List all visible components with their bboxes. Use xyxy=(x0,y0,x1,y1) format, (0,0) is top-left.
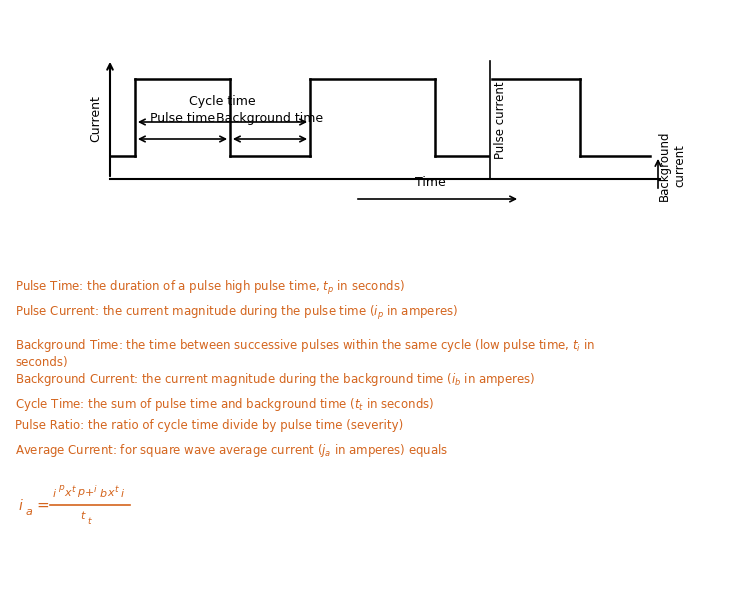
Text: Pulse Time: the duration of a pulse high pulse time, $t_p$ in seconds): Pulse Time: the duration of a pulse high… xyxy=(15,279,405,297)
Text: $t$: $t$ xyxy=(71,482,77,493)
Text: $p$: $p$ xyxy=(58,482,66,493)
Text: Background Current: the current magnitude during the background time ($i_b$ in a: Background Current: the current magnitud… xyxy=(15,371,535,388)
Text: $i$: $i$ xyxy=(93,482,97,493)
Text: Pulse time: Pulse time xyxy=(150,112,215,125)
Text: Pulse Current: the current magnitude during the pulse time ($i_p$ in amperes): Pulse Current: the current magnitude dur… xyxy=(15,304,458,322)
Text: $b$: $b$ xyxy=(99,487,108,499)
Text: Current: Current xyxy=(90,96,103,143)
Text: =: = xyxy=(36,498,49,513)
Text: Background time: Background time xyxy=(216,112,323,125)
Text: Background Time: the time between successive pulses within the same cycle (low p: Background Time: the time between succes… xyxy=(15,337,595,369)
Text: Average Current: for square wave average current ($j_a$ in amperes) equals: Average Current: for square wave average… xyxy=(15,442,449,459)
Text: $p$: $p$ xyxy=(77,487,85,499)
Text: Cycle Time: the sum of pulse time and background time ($t_t$ in seconds): Cycle Time: the sum of pulse time and ba… xyxy=(15,396,434,413)
Text: x: x xyxy=(107,488,114,498)
Text: $i$: $i$ xyxy=(120,487,125,499)
Text: $i$: $i$ xyxy=(52,487,57,499)
Text: $t$: $t$ xyxy=(80,509,87,521)
Text: Cycle time: Cycle time xyxy=(189,95,256,108)
Text: x: x xyxy=(64,488,71,498)
Text: $i$: $i$ xyxy=(18,498,24,513)
Text: +: + xyxy=(85,488,94,498)
Text: Background
current: Background current xyxy=(658,131,686,201)
Text: Pulse current: Pulse current xyxy=(494,81,507,159)
Text: $t$: $t$ xyxy=(87,515,93,526)
Text: Pulse Ratio: the ratio of cycle time divide by pulse time (severity): Pulse Ratio: the ratio of cycle time div… xyxy=(15,419,403,432)
Text: $t$: $t$ xyxy=(114,482,120,493)
Text: $a$: $a$ xyxy=(25,507,33,517)
Text: Time: Time xyxy=(415,176,446,189)
